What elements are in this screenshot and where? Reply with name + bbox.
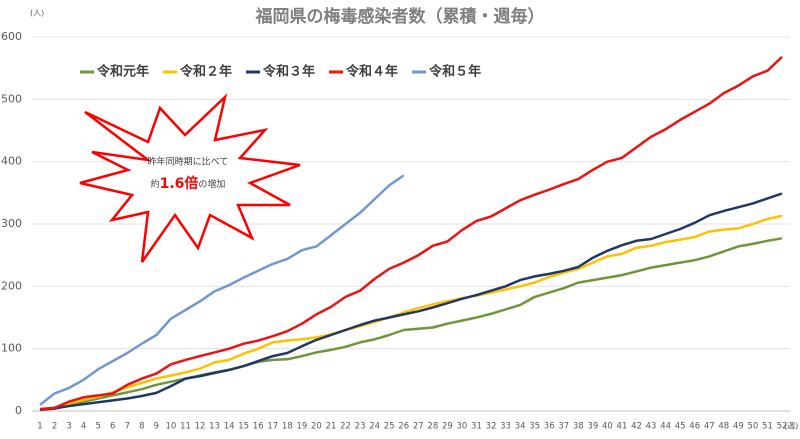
annotation: の増加 — [198, 178, 225, 190]
burst — [79, 93, 301, 263]
x-tick-label: 47 — [704, 422, 715, 432]
x-tick-label: 25 — [384, 422, 395, 432]
annotation: 約 — [151, 178, 160, 190]
series-line — [39, 174, 405, 406]
x-tick-label: 42 — [631, 422, 642, 432]
x-tick-label: 22 — [340, 422, 351, 432]
series-line — [39, 237, 783, 412]
x-tick-label: 7 — [125, 422, 130, 432]
x-tick-label: 38 — [573, 422, 584, 432]
x-tick-label: 43 — [646, 422, 657, 432]
x-tick-label: 45 — [675, 422, 686, 432]
x-tick-label: 12 — [195, 422, 206, 432]
x-tick-label: 8 — [139, 422, 144, 432]
y-tick-label: 300 — [1, 217, 22, 230]
x-tick-label: 50 — [747, 422, 758, 432]
series-line — [39, 55, 783, 411]
annotation: 昨年同時期に比べて — [148, 156, 229, 168]
y-tick-label: 400 — [1, 155, 22, 168]
y-tick-label: 0 — [15, 404, 22, 417]
annotation: 約1.6倍の増加 — [151, 175, 226, 192]
x-tick-label: 31 — [471, 422, 482, 432]
x-tick-label: 6 — [110, 422, 115, 432]
y-tick-label: 100 — [1, 342, 22, 355]
chart-title: 福岡県の梅毒感染者数（累積・週毎） — [255, 6, 545, 27]
x-tick-label: 5 — [95, 422, 100, 432]
series-line — [39, 214, 783, 411]
y-axis-label: (人) — [30, 9, 44, 18]
x-tick-label: 32 — [486, 422, 497, 432]
x-tick-label: 26 — [398, 422, 409, 432]
x-tick-label: 36 — [544, 422, 555, 432]
x-tick-label: 23 — [355, 422, 366, 432]
legend-label: 令和元年 — [97, 64, 149, 80]
y-tick-label: 500 — [1, 92, 22, 105]
x-tick-label: 39 — [587, 422, 598, 432]
x-tick-label: 3 — [66, 422, 71, 432]
legend-label: 令和４年 — [346, 64, 398, 80]
x-tick-label: 16 — [253, 422, 264, 432]
x-tick-label: 9 — [154, 422, 159, 432]
x-tick-label: 41 — [617, 422, 628, 432]
x-tick-label: 4 — [81, 422, 86, 432]
x-tick-label: 20 — [311, 422, 322, 432]
legend-label: 令和２年 — [180, 64, 232, 80]
annotation-highlight: 1.6倍 — [160, 175, 199, 192]
x-tick-label: 14 — [224, 422, 235, 432]
x-tick-label: 19 — [296, 422, 307, 432]
legend-label: 令和３年 — [263, 64, 315, 80]
x-tick-label: 35 — [529, 422, 540, 432]
x-tick-label: 11 — [180, 422, 191, 432]
x-tick-label: 1 — [37, 422, 42, 432]
x-tick-label: 28 — [427, 422, 438, 432]
x-tick-label: 48 — [718, 422, 729, 432]
x-tick-label: 52 — [777, 422, 788, 432]
x-tick-label: 17 — [267, 422, 278, 432]
x-tick-label: 2 — [52, 422, 57, 432]
x-tick-label: 15 — [238, 422, 249, 432]
y-tick-label: 200 — [1, 279, 22, 292]
x-tick-label: 24 — [369, 422, 380, 432]
x-tick-label: 44 — [660, 422, 671, 432]
x-tick-label: 27 — [413, 422, 424, 432]
x-tick-label: 18 — [282, 422, 293, 432]
series-line — [39, 192, 783, 412]
x-tick-label: 40 — [602, 422, 613, 432]
x-tick-label: 21 — [326, 422, 337, 432]
x-tick-label: 37 — [558, 422, 569, 432]
x-tick-label: 30 — [457, 422, 468, 432]
x-tick-label: 46 — [689, 422, 700, 432]
y-tick-label: 600 — [1, 30, 22, 43]
x-tick-label: 51 — [762, 422, 773, 432]
x-tick-label: 34 — [515, 422, 526, 432]
x-tick-label: 33 — [500, 422, 511, 432]
x-tick-label: 29 — [442, 422, 453, 432]
legend-label: 令和５年 — [429, 64, 481, 80]
x-axis-label: (週) — [784, 422, 798, 431]
x-tick-label: 49 — [733, 422, 744, 432]
x-tick-label: 13 — [209, 422, 220, 432]
x-tick-label: 10 — [166, 422, 177, 432]
